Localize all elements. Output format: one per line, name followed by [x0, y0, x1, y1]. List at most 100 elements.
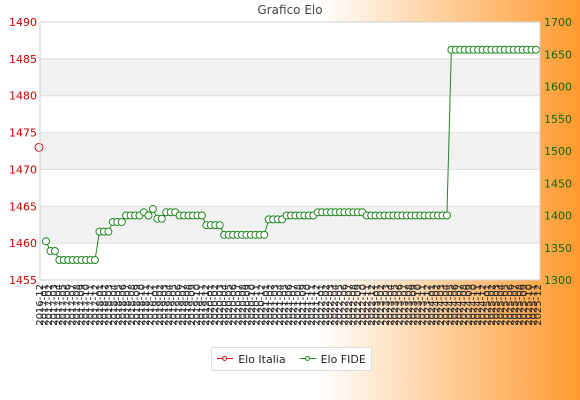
x-tick-label: 2021-03	[270, 284, 281, 326]
legend-item-fide[interactable]: Elo FIDE	[299, 352, 366, 366]
x-tick-label: 2018-05	[113, 284, 124, 326]
x-tick-label: 2017-03	[49, 284, 60, 326]
data-point-fide	[197, 211, 206, 220]
x-tick-label: 2019-08	[183, 284, 194, 326]
x-tick-label: 2017-12	[90, 284, 101, 326]
x-tick-label: 2021-12	[312, 284, 323, 326]
legend-item-italia[interactable]: Elo Italia	[217, 352, 286, 366]
legend-label-italia: Elo Italia	[238, 352, 286, 366]
y-tick-label-right: 1600	[544, 81, 572, 94]
x-tick-label: 2023-09	[409, 284, 420, 326]
x-tick-label: 2019-02	[155, 284, 166, 326]
x-tick-label: 2020-03	[215, 284, 226, 326]
y-tick-label-right: 1550	[544, 113, 572, 126]
x-tick-label: 2018-12	[146, 284, 157, 326]
x-tick-label: 2021-02	[266, 284, 277, 326]
x-tick-label: 2020-07	[233, 284, 244, 326]
x-tick-label: 2019-10	[192, 284, 203, 326]
plot-border	[39, 21, 541, 281]
x-tick-label: 2021-07	[289, 284, 300, 326]
x-tick-label: 2023-05	[390, 284, 401, 326]
x-tick-label: 2022-05	[335, 284, 346, 326]
y-tick-label-left: 1465	[9, 200, 37, 213]
y-tick-label-left: 1460	[9, 237, 37, 250]
x-tick-label: 2018-04	[109, 284, 120, 326]
x-tick-label: 2024-12	[478, 284, 489, 326]
x-tick-label: 2025-06	[505, 284, 516, 326]
legend: Elo Italia Elo FIDE	[211, 347, 372, 371]
x-tick-label: 2025-10	[524, 284, 535, 326]
x-tick-label: 2020-04	[219, 284, 230, 326]
x-tick-label: 2024-03	[436, 284, 447, 326]
x-tick-label: 2024-04	[441, 284, 452, 326]
x-tick-label: 2020-12	[256, 284, 267, 326]
grid-band	[40, 58, 540, 96]
x-tick-label: 2025-12	[533, 284, 544, 326]
grid-band	[40, 132, 540, 170]
x-tick-label: 2021-01	[261, 284, 272, 326]
y-tick-label-left: 1455	[9, 274, 37, 287]
x-tick-label: 2023-10	[413, 284, 424, 326]
data-point-fide	[260, 230, 269, 239]
x-tick-label: 2019-05	[169, 284, 180, 326]
x-tick-label: 2021-10	[302, 284, 313, 326]
y-tick-label-right: 1500	[544, 145, 572, 158]
x-tick-label: 2025-04	[496, 284, 507, 326]
x-tick-label: 2021-05	[279, 284, 290, 326]
x-tick-label: 2018-10	[136, 284, 147, 326]
x-tick-label: 2024-01	[427, 284, 438, 326]
x-tick-label: 2025-09	[519, 284, 530, 326]
x-tick-label: 2018-08	[127, 284, 138, 326]
legend-marker-italia	[217, 354, 234, 364]
data-point-italia	[34, 142, 44, 152]
x-tick-label: 2020-10	[247, 284, 258, 326]
x-tick-label: 2023-12	[422, 284, 433, 326]
x-tick-label: 2017-02	[44, 284, 55, 326]
x-tick-label: 2020-06	[229, 284, 240, 326]
y-tick-label-left: 1480	[9, 90, 37, 103]
y-tick-label-right: 1300	[544, 274, 572, 287]
x-tick-label: 2021-08	[293, 284, 304, 326]
data-point-fide	[157, 214, 166, 223]
x-tick-label: 2024-05	[445, 284, 456, 326]
x-tick-label: 2022-09	[353, 284, 364, 326]
x-tick-label: 2017-11	[86, 284, 97, 326]
data-point-fide	[91, 256, 99, 265]
legend-label-fide: Elo FIDE	[320, 352, 366, 366]
x-tick-label: 2019-04	[164, 284, 175, 326]
x-tick-label: 2025-08	[515, 284, 526, 326]
x-tick-label: 2018-03	[104, 284, 115, 326]
legend-marker-fide	[299, 354, 316, 364]
x-tick-label: 2022-06	[339, 284, 350, 326]
x-tick-label: 2019-09	[187, 284, 198, 326]
x-tick-label: 2022-04	[330, 284, 341, 326]
x-tick-label: 2024-10	[468, 284, 479, 326]
x-tick-label: 2023-06	[395, 284, 406, 326]
x-tick-label: 2022-12	[367, 284, 378, 326]
x-tick-label: 2021-09	[298, 284, 309, 326]
x-tick-label: 2020-11	[252, 284, 263, 326]
x-tick-label: 2017-07	[67, 284, 78, 326]
x-tick-label: 2025-01	[482, 284, 493, 326]
y-tick-label-left: 1470	[9, 163, 37, 176]
data-point-fide	[42, 237, 50, 246]
x-tick-label: 2022-07	[344, 284, 355, 326]
x-tick-label: 2025-02	[487, 284, 498, 326]
x-tick-label: 2017-01	[40, 284, 51, 326]
x-tick-label: 2022-10	[358, 284, 369, 326]
x-tick-label: 2019-11	[196, 284, 207, 326]
x-tick-label: 2020-02	[210, 284, 221, 326]
x-tick-label: 2020-08	[238, 284, 249, 326]
data-point-fide	[50, 246, 59, 255]
x-tick-label: 2022-01	[316, 284, 327, 326]
y-tick-label-right: 1700	[544, 16, 572, 29]
x-tick-label: 2019-07	[178, 284, 189, 326]
x-tick-label: 2017-04	[53, 284, 64, 326]
data-point-fide	[117, 217, 126, 226]
x-tick-label: 2024-09	[464, 284, 475, 326]
data-point-fide	[442, 211, 451, 220]
x-tick-label: 2016-12	[35, 284, 46, 326]
x-tick-label: 2024-02	[432, 284, 443, 326]
